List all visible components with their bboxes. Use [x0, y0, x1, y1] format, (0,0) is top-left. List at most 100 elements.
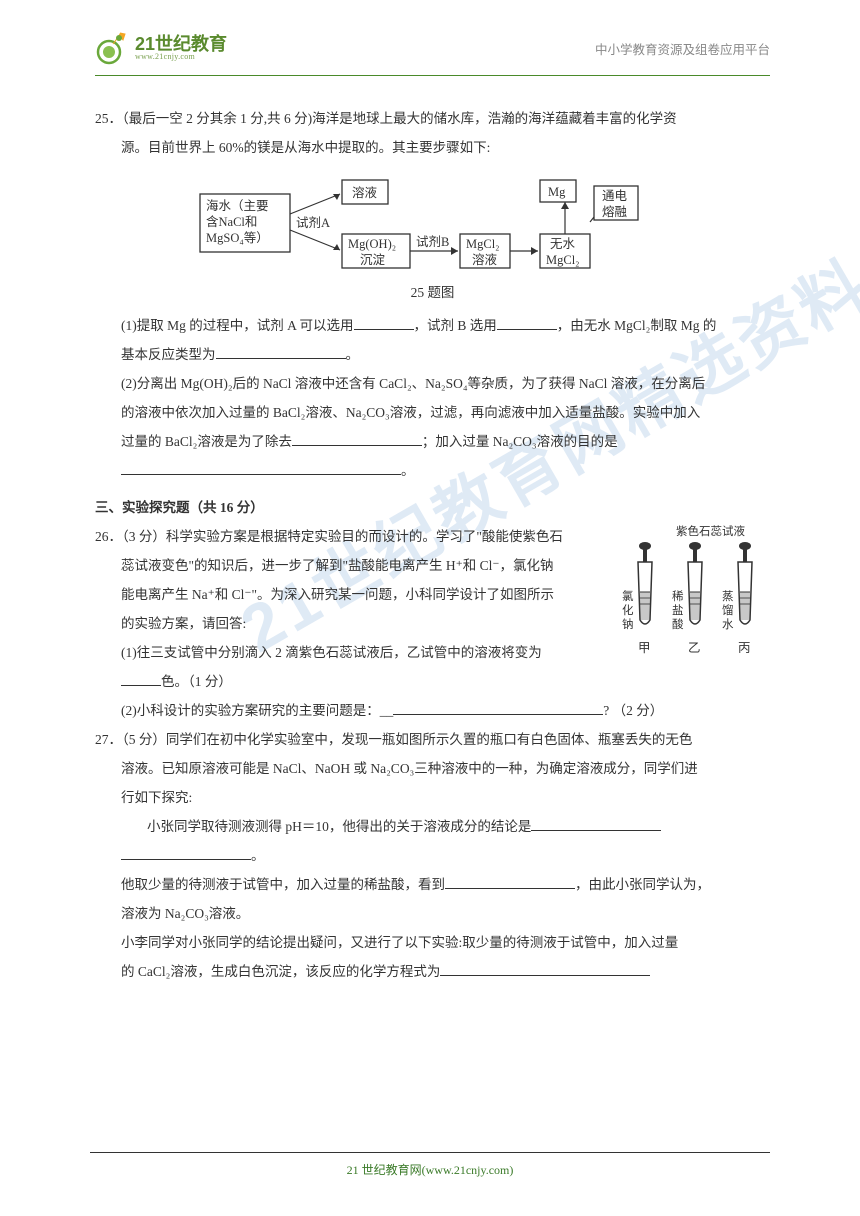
q25-p1a: (1)提取 Mg 的过程中，试剂 A 可以选用: [121, 318, 354, 333]
q25-p2e: 。: [401, 463, 415, 478]
q27-line2: 溶液。已知原溶液可能是 NaCl、NaOH 或 Na₂CO₃三种溶液中的一种，为…: [95, 754, 770, 783]
svg-text:酸: 酸: [672, 617, 684, 631]
svg-text:试剂A: 试剂A: [296, 215, 330, 230]
svg-text:Mg(OH)₂: Mg(OH)₂: [348, 237, 396, 251]
q26-number: 26．: [95, 529, 122, 544]
q25-p1c: ，由无水 MgCl₂制取 Mg 的: [557, 318, 717, 333]
blank: [121, 670, 161, 686]
svg-text:熔融: 熔融: [602, 204, 628, 219]
svg-text:沉淀: 沉淀: [360, 253, 386, 267]
q25-diagram: 海水（主要 含NaCl和 MgSO₄等） 试剂A 溶液 Mg(OH)₂ 沉淀 试…: [95, 172, 770, 272]
svg-text:MgCl₂: MgCl₂: [466, 237, 500, 251]
logo-text: 21世纪教育 www.21cnjy.com: [135, 35, 227, 61]
svg-text:Mg: Mg: [548, 185, 566, 199]
svg-text:试剂B: 试剂B: [416, 234, 449, 249]
q27-p1-line1: 小张同学取待测液测得 pH＝10，他得出的关于溶液成分的结论是: [95, 812, 770, 841]
q25-p2c: 过量的 BaCl₂溶液是为了除去: [121, 434, 292, 449]
svg-text:氯: 氯: [622, 589, 634, 603]
q26-points: （3 分）: [122, 529, 166, 544]
q26-p2b: ? （2 分）: [603, 703, 663, 718]
blank: [121, 459, 401, 475]
svg-text:蒸: 蒸: [722, 590, 734, 603]
q27-p1a: 小张同学取待测液测得 pH＝10，他得出的关于溶液成分的结论是: [147, 819, 531, 834]
q27-points: （5 分）: [122, 732, 166, 747]
blank: [440, 960, 650, 976]
svg-text:紫色石蕊试液: 紫色石蕊试液: [676, 524, 745, 538]
svg-text:MgSO₄等）: MgSO₄等）: [206, 230, 269, 245]
svg-text:MgCl₂: MgCl₂: [546, 253, 580, 267]
q26-figure: 紫色石蕊试液 氯 化 钠 甲: [620, 524, 770, 684]
q25-p1-line2: 基本反应类型为 。: [95, 340, 770, 369]
q25-p1d: 基本反应类型为: [121, 347, 216, 362]
logo-sub-text: www.21cnjy.com: [135, 53, 227, 61]
q27-p2a: 他取少量的待测液于试管中，加入过量的稀盐酸，看到: [121, 877, 445, 892]
q25-p1e: 。: [346, 347, 360, 362]
q25-p1-line1: (1)提取 Mg 的过程中，试剂 A 可以选用 ，试剂 B 选用 ，由无水 MgCl…: [95, 311, 770, 340]
footer-divider: [90, 1152, 770, 1153]
section-3-title: 三、实验探究题（共 16 分）: [95, 493, 770, 522]
svg-text:水: 水: [722, 618, 734, 631]
q27-p3b: 的 CaCl₂溶液，生成白色沉淀，该反应的化学方程式为: [121, 964, 440, 979]
svg-text:钠: 钠: [622, 617, 634, 631]
blank: [354, 314, 414, 330]
question-25: 25．（最后一空 2 分其余 1 分,共 6 分)海洋是地球上最大的储水库，浩瀚…: [95, 104, 770, 485]
page-footer: 21 世纪教育网(www.21cnjy.com): [90, 1152, 770, 1178]
q25-p1b: ，试剂 B 选用: [414, 318, 497, 333]
svg-text:甲: 甲: [638, 641, 651, 655]
page-header: 21世纪教育 www.21cnjy.com 中小学教育资源及组卷应用平台: [0, 0, 860, 72]
svg-text:稀: 稀: [672, 590, 684, 603]
q27-p1b: 。: [251, 848, 265, 863]
svg-text:通电: 通电: [602, 189, 628, 203]
q26-p1b: 色。（1 分）: [161, 674, 232, 689]
question-26: 紫色石蕊试液 氯 化 钠 甲: [95, 522, 770, 725]
logo-icon: [95, 30, 131, 66]
q26-p2: (2)小科设计的实验方案研究的主要问题是：__ ? （2 分）: [95, 696, 770, 725]
svg-text:乙: 乙: [688, 641, 701, 655]
q25-caption: 25 题图: [95, 278, 770, 307]
svg-text:含NaCl和: 含NaCl和: [206, 214, 257, 229]
q25-number: 25．: [95, 111, 122, 126]
q25-p2-line1: (2)分离出 Mg(OH)₂后的 NaCl 溶液中还含有 CaCl₂、Na₂SO…: [95, 369, 770, 398]
question-27: 27．（5 分）同学们在初中化学实验室中，发现一瓶如图所示久置的瓶口有白色固体、…: [95, 725, 770, 986]
q25-p2-line2: 的溶液中依次加入过量的 BaCl₂溶液、Na₂CO₃溶液，过滤，再向滤液中加入适…: [95, 398, 770, 427]
q25-intro: 海洋是地球上最大的储水库，浩瀚的海洋蕴藏着丰富的化学资: [312, 111, 677, 126]
blank: [497, 314, 557, 330]
q26-p2a: (2)小科设计的实验方案研究的主要问题是：__: [121, 703, 393, 718]
q27-p3-line1: 小李同学对小张同学的结论提出疑问，又进行了以下实验:取少量的待测液于试管中，加入…: [95, 928, 770, 957]
q25-p2-line3: 过量的 BaCl₂溶液是为了除去 ；加入过量 Na₂CO₃溶液的目的是: [95, 427, 770, 456]
blank: [292, 430, 422, 446]
q26-intro-a: 科学实验方案是根据特定实验目的而设计的。学习了"酸能使紫色石: [166, 529, 563, 544]
blank: [531, 815, 661, 831]
blank: [216, 343, 346, 359]
footer-text: 21 世纪教育网(www.21cnjy.com): [90, 1161, 770, 1178]
q27-p3-line2: 的 CaCl₂溶液，生成白色沉淀，该反应的化学方程式为: [95, 957, 770, 986]
q27-p2-line1: 他取少量的待测液于试管中，加入过量的稀盐酸，看到 ，由此小张同学认为，: [95, 870, 770, 899]
q25-line2: 源。目前世界上 60%的镁是从海水中提取的。其主要步骤如下:: [95, 133, 770, 162]
svg-text:无水: 无水: [550, 237, 576, 251]
svg-text:化: 化: [622, 603, 634, 617]
q25-p2-line4: 。: [95, 456, 770, 485]
content-area: 21世纪教育网精选资料 25．（最后一空 2 分其余 1 分,共 6 分)海洋是…: [0, 76, 860, 986]
svg-text:馏: 馏: [722, 603, 734, 617]
blank: [445, 873, 575, 889]
svg-text:丙: 丙: [738, 641, 751, 655]
q27-line1: 27．（5 分）同学们在初中化学实验室中，发现一瓶如图所示久置的瓶口有白色固体、…: [95, 725, 770, 754]
blank: [393, 699, 603, 715]
q27-line3: 行如下探究:: [95, 783, 770, 812]
q27-p1-line2: 。: [95, 841, 770, 870]
blank: [121, 844, 251, 860]
logo-main-text: 21世纪教育: [135, 35, 227, 53]
q27-p2b: ，由此小张同学认为，: [575, 877, 710, 892]
svg-text:溶液: 溶液: [472, 252, 498, 267]
q25-p2d: ；加入过量 Na₂CO₃溶液的目的是: [422, 434, 618, 449]
q27-number: 27．: [95, 732, 122, 747]
svg-text:溶液: 溶液: [352, 185, 378, 200]
logo: 21世纪教育 www.21cnjy.com: [95, 30, 227, 66]
header-right-text: 中小学教育资源及组卷应用平台: [595, 39, 770, 58]
q25-points: （最后一空 2 分其余 1 分,共 6 分): [122, 111, 312, 126]
diag-box1-l1: 海水（主要: [206, 198, 269, 213]
q27-p2-line2: 溶液为 Na₂CO₃溶液。: [95, 899, 770, 928]
q25-line1: 25．（最后一空 2 分其余 1 分,共 6 分)海洋是地球上最大的储水库，浩瀚…: [95, 104, 770, 133]
svg-text:盐: 盐: [672, 604, 684, 617]
q27-intro-a: 同学们在初中化学实验室中，发现一瓶如图所示久置的瓶口有白色固体、瓶塞丢失的无色: [166, 732, 693, 747]
